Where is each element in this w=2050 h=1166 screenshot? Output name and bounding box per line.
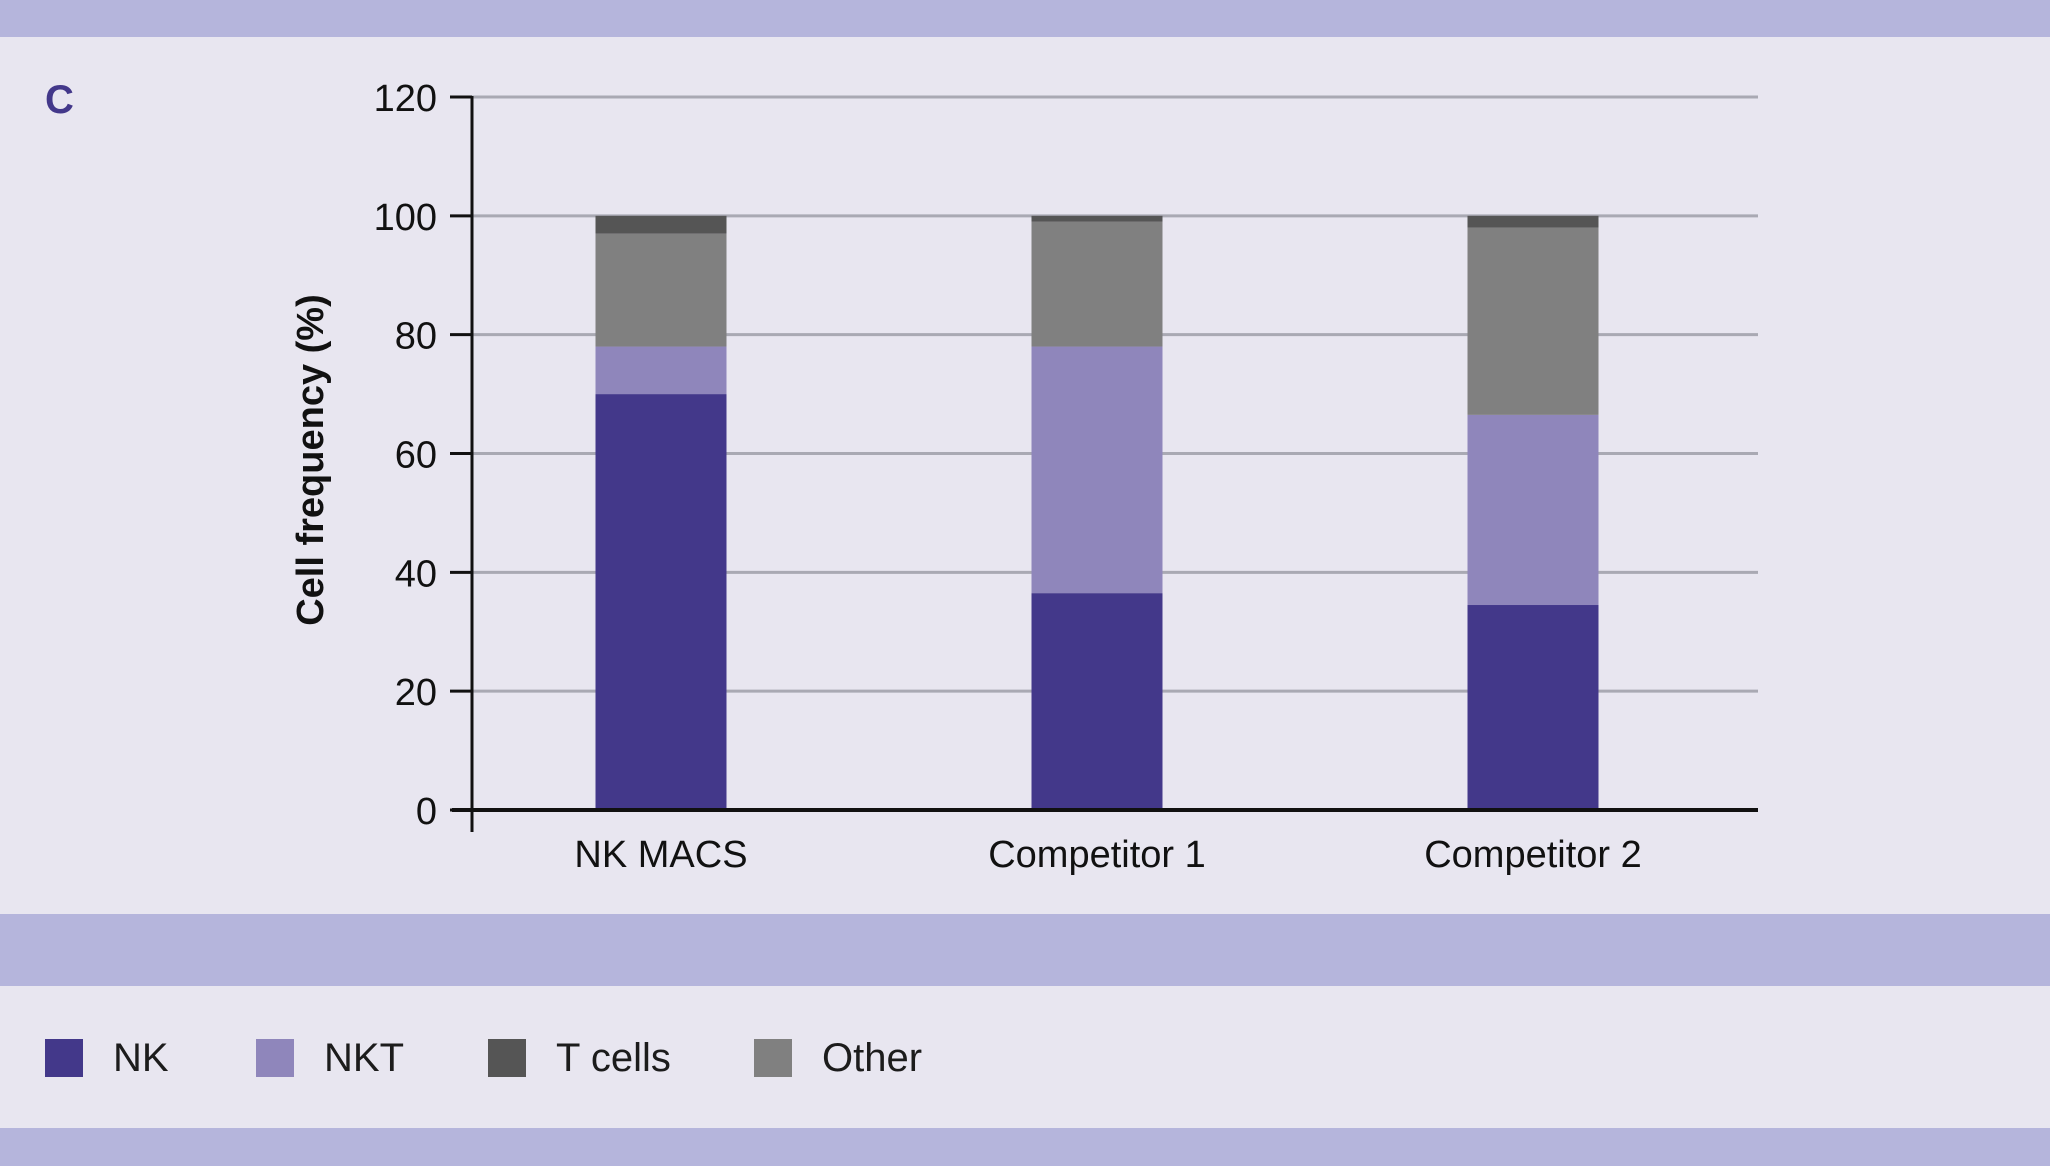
- legend-item-nk: NK: [45, 1034, 169, 1082]
- legend-label: T cells: [556, 1035, 671, 1080]
- bottom-band: [0, 1128, 2050, 1166]
- bar-segment-nk: [1031, 593, 1163, 810]
- x-tick-label: Competitor 1: [988, 834, 1206, 876]
- bar-segment-t-cells: [1031, 215, 1163, 222]
- bar-segment-other: [1467, 227, 1599, 415]
- bar-segment-nkt: [595, 346, 727, 395]
- panel-label: C: [45, 78, 74, 122]
- legend-swatch-nkt: [256, 1039, 294, 1077]
- legend-swatch-nk: [45, 1039, 83, 1077]
- y-tick-label: 60: [395, 435, 437, 477]
- legend-swatch-other: [754, 1039, 792, 1077]
- bar-segment-nk: [595, 394, 727, 810]
- legend-label: NKT: [324, 1035, 404, 1080]
- bar-segment-nk: [1467, 605, 1599, 810]
- legend-label: Other: [822, 1035, 923, 1080]
- middle-band: [0, 914, 2050, 986]
- y-tick-label: 80: [395, 316, 437, 358]
- bar-segment-nkt: [1467, 414, 1599, 606]
- bar-segment-nkt: [1031, 346, 1163, 594]
- bars: [595, 215, 1599, 810]
- axes: [452, 96, 1758, 832]
- bar-segment-other: [595, 233, 727, 347]
- legend-item-t-cells: T cells: [488, 1034, 671, 1082]
- legend-label: NK: [113, 1035, 169, 1080]
- x-tick-label: NK MACS: [574, 834, 747, 876]
- bar-segment-t-cells: [595, 215, 727, 234]
- y-axis-label: Cell frequency (%): [290, 294, 332, 626]
- top-band: [0, 0, 2050, 37]
- y-tick-label: 0: [416, 791, 437, 833]
- bar-segment-t-cells: [1467, 215, 1599, 228]
- x-tick-label: Competitor 2: [1424, 834, 1642, 876]
- y-ticks: 0 20 40 60 80 100 120: [374, 78, 472, 833]
- y-tick-label: 120: [374, 78, 437, 120]
- bar-segment-other: [1031, 221, 1163, 347]
- legend-swatch-t-cells: [488, 1039, 526, 1077]
- legend-item-nkt: NKT: [256, 1034, 404, 1082]
- y-tick-label: 20: [395, 672, 437, 714]
- x-tick-labels: NK MACS Competitor 1 Competitor 2: [574, 834, 1641, 876]
- y-tick-label: 40: [395, 553, 437, 595]
- legend-item-other: Other: [754, 1034, 922, 1082]
- y-tick-label: 100: [374, 197, 437, 239]
- stacked-bar-chart: 0 20 40 60 80 100 120 NK MACS Competitor 1 Compe…: [290, 78, 1758, 876]
